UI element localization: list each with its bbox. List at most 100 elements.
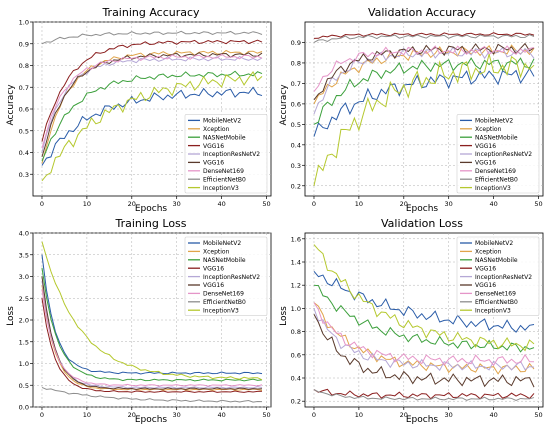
x-axis-label: Epochs bbox=[135, 204, 168, 214]
legend-entry: MobileNetV2 bbox=[475, 240, 513, 247]
x-tick-label: 0 bbox=[312, 411, 316, 419]
y-tick-label: 0.4 bbox=[291, 141, 301, 149]
chart-title: Validation Accuracy bbox=[368, 6, 477, 19]
legend-box bbox=[456, 114, 540, 194]
x-axis-label: Epochs bbox=[135, 415, 168, 425]
y-tick-label: 3.5 bbox=[19, 251, 29, 259]
x-tick-label: 10 bbox=[355, 200, 363, 208]
legend-entry: EfficientNetB0 bbox=[475, 176, 518, 183]
series-line bbox=[41, 267, 263, 382]
legend-box bbox=[184, 114, 268, 194]
panel-validation-accuracy: Validation Accuracy Epochs Accuracy 0.20… bbox=[279, 6, 544, 214]
x-axis-label: Epochs bbox=[406, 415, 439, 425]
series-line bbox=[41, 280, 263, 389]
y-tick-label: 1.6 bbox=[291, 235, 301, 243]
series-line bbox=[41, 285, 263, 391]
y-axis-label: Loss bbox=[279, 306, 289, 326]
x-tick-label: 0 bbox=[312, 200, 316, 208]
series-line bbox=[41, 53, 263, 149]
legend-entry: MobileNetV2 bbox=[203, 118, 241, 125]
series-line bbox=[41, 254, 263, 375]
legend-entry: EfficientNetB0 bbox=[203, 299, 246, 306]
y-tick-label: 2.0 bbox=[19, 317, 29, 325]
x-tick-label: 10 bbox=[83, 200, 91, 208]
legend-entry: VGG16 bbox=[203, 282, 224, 289]
y-tick-label: 0.6 bbox=[19, 106, 29, 114]
chart-title: Training Loss bbox=[114, 217, 186, 230]
y-tick-label: 0.6 bbox=[291, 100, 301, 108]
series-line bbox=[313, 67, 535, 137]
panel-validation-loss: Validation Loss Epochs Loss 0.2 0.4 0.6 0.8… bbox=[279, 217, 544, 425]
series-line bbox=[313, 45, 535, 92]
series-line bbox=[313, 34, 535, 43]
x-tick-label: 20 bbox=[400, 200, 408, 208]
legend-entry: VGG16 bbox=[475, 160, 496, 167]
legend-entry: NASNetMobile bbox=[203, 257, 246, 264]
legend: MobileNetV2XceptionNASNetMobileVGG16Ince… bbox=[184, 114, 268, 194]
x-tick-label: 0 bbox=[40, 200, 44, 208]
y-tick-label: 0.8 bbox=[19, 62, 29, 70]
plot-area: 0.2 0.3 0.4 0.5 0.6 0.7 0.8 0.9 0 10 20 30 40 50 Mobil… bbox=[291, 21, 544, 208]
legend-entry: VGG16 bbox=[203, 143, 224, 150]
plot-area: 0.0 0.5 1.0 1.5 2.0 2.5 3.0 3.5 4.0 0 10 20 30 40 50 Mo… bbox=[19, 230, 272, 419]
legend-entry: DenseNet169 bbox=[475, 291, 516, 298]
series-line bbox=[313, 302, 535, 367]
series-line bbox=[41, 386, 263, 403]
x-axis-label: Epochs bbox=[406, 204, 439, 214]
x-tick-label: 40 bbox=[217, 411, 225, 419]
series-line bbox=[41, 39, 263, 142]
series-line bbox=[313, 389, 535, 402]
y-tick-label: 3.0 bbox=[19, 273, 29, 281]
legend-entry: MobileNetV2 bbox=[475, 118, 513, 125]
y-tick-label: 0.5 bbox=[19, 382, 29, 390]
series-line bbox=[313, 32, 535, 39]
y-tick-label: 0.9 bbox=[19, 40, 29, 48]
legend-entry: InceptionV3 bbox=[203, 307, 239, 314]
series-line bbox=[313, 313, 535, 388]
x-tick-label: 30 bbox=[445, 200, 453, 208]
legend-entry: VGG16 bbox=[475, 265, 496, 272]
y-tick-label: 0.2 bbox=[291, 182, 301, 190]
y-tick-label: 0.6 bbox=[291, 351, 301, 359]
series-line bbox=[41, 241, 263, 381]
series-line bbox=[313, 244, 535, 352]
x-tick-label: 30 bbox=[445, 411, 453, 419]
legend-box bbox=[184, 236, 268, 316]
x-tick-label: 50 bbox=[262, 200, 270, 208]
y-tick-label: 0.4 bbox=[19, 149, 29, 157]
y-tick-label: 1.0 bbox=[291, 305, 301, 313]
y-tick-label: 1.0 bbox=[19, 19, 29, 27]
series-line bbox=[41, 70, 263, 182]
y-axis-label: Loss bbox=[6, 306, 16, 326]
series-line bbox=[41, 276, 263, 390]
chart-title: Validation Loss bbox=[381, 217, 463, 230]
plot-area: 0.3 0.4 0.5 0.6 0.7 0.8 0.9 1.0 0 10 20 30 40 50 Mobil… bbox=[19, 19, 272, 208]
x-tick-label: 40 bbox=[489, 200, 497, 208]
x-tick-label: 30 bbox=[173, 411, 181, 419]
series-line bbox=[41, 86, 263, 166]
series-line bbox=[41, 55, 263, 153]
series-line bbox=[41, 49, 263, 164]
panel-training-accuracy: Training Accuracy Epochs Accuracy 0.3 0.4… bbox=[6, 6, 272, 214]
series-line bbox=[41, 70, 263, 162]
legend-entry: DenseNet169 bbox=[203, 168, 244, 175]
legend-entry: NASNetMobile bbox=[203, 134, 246, 141]
x-tick-label: 30 bbox=[173, 200, 181, 208]
legend-entry: NASNetMobile bbox=[475, 257, 518, 264]
y-tick-label: 0.5 bbox=[19, 127, 29, 135]
y-tick-label: 1.5 bbox=[19, 338, 29, 346]
legend-entry: VGG16 bbox=[475, 143, 496, 150]
x-tick-label: 40 bbox=[489, 411, 497, 419]
legend-entry: InceptionV3 bbox=[475, 307, 511, 314]
legend-entry: DenseNet169 bbox=[203, 291, 244, 298]
x-tick-label: 20 bbox=[128, 411, 136, 419]
legend-entry: EfficientNetB0 bbox=[203, 176, 246, 183]
x-tick-label: 40 bbox=[217, 200, 225, 208]
legend-entry: EfficientNetB0 bbox=[475, 299, 518, 306]
series-line bbox=[313, 46, 535, 115]
series-line bbox=[41, 289, 263, 387]
series-line bbox=[313, 284, 535, 353]
legend-entry: NASNetMobile bbox=[475, 134, 518, 141]
y-tick-label: 0.0 bbox=[19, 404, 29, 412]
